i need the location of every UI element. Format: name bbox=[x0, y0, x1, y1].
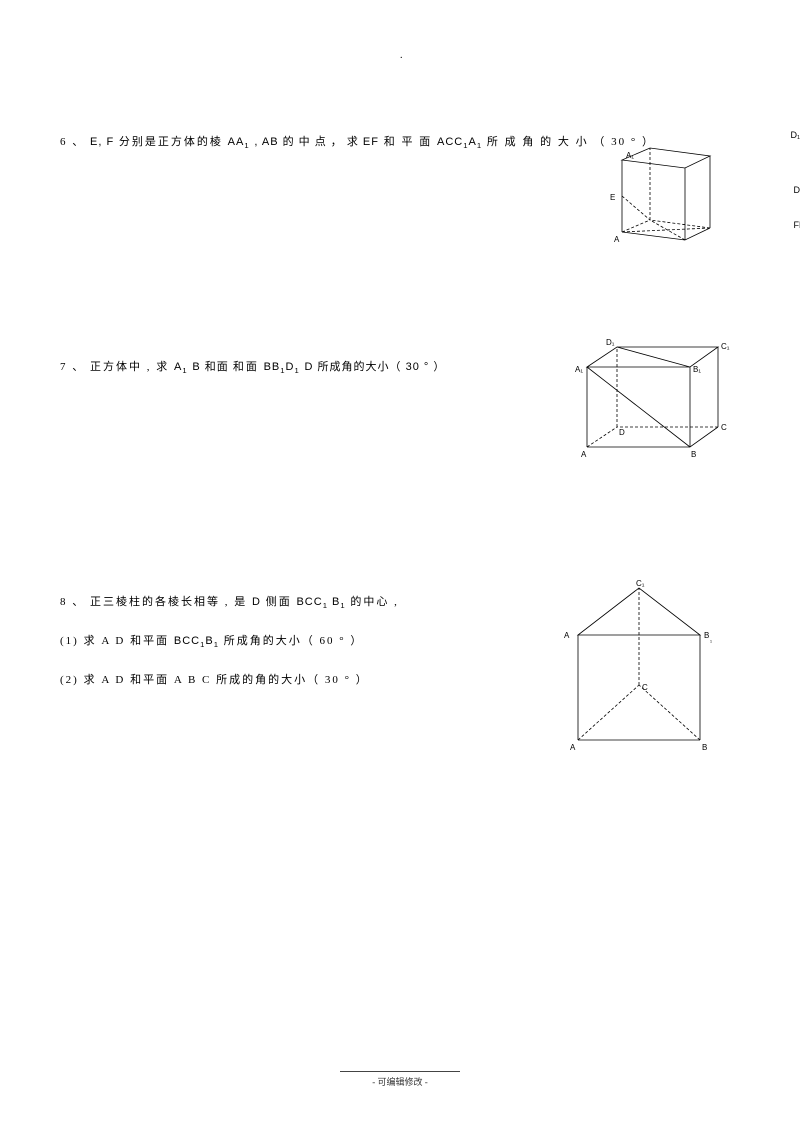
fig7-d1: D₁ bbox=[606, 338, 615, 347]
p7-t4: BB1D1 bbox=[264, 361, 300, 373]
p8-l1a: 8 、 正三棱柱的各棱长相等 , 是 bbox=[60, 596, 252, 608]
fig7-b: B bbox=[691, 450, 696, 459]
p6-t1: E, F bbox=[90, 136, 114, 148]
figure-8: A B C A B ₁ C₁ bbox=[560, 580, 720, 758]
p8-l1d: BCC1 B1 bbox=[296, 596, 345, 608]
p8-l2c: B bbox=[205, 635, 213, 647]
figure-8-svg: A B C A B ₁ C₁ bbox=[560, 580, 720, 755]
fig8-c: C bbox=[642, 683, 648, 692]
p6-sub8: 1 bbox=[477, 141, 482, 150]
p8-l3: (2) 求 A D 和平面 A B C 所成的角的大小（ 30 ° ） bbox=[60, 674, 369, 686]
fig8-c1: C₁ bbox=[636, 580, 645, 588]
problem-8: 8 、 正三棱柱的各棱长相等 , 是 D 侧面 BCC1 B1 的中心 , (1… bbox=[60, 590, 760, 780]
page-dot: . bbox=[400, 50, 403, 61]
float-label-d: D bbox=[794, 185, 800, 195]
float-label-fb: FB bbox=[793, 220, 800, 230]
p8-l1f: 的中心 , bbox=[350, 596, 399, 608]
p6-t2: 分别是正方体的棱 bbox=[119, 136, 228, 148]
p6-t6: 和 平 面 bbox=[384, 136, 437, 148]
fig6-label-e: E bbox=[610, 193, 615, 202]
fig6-label-a1: A₁ bbox=[626, 151, 634, 160]
fig6-label-a: A bbox=[614, 235, 620, 244]
p8-l2d: 所成角的大小（ 60 ° ） bbox=[224, 635, 364, 647]
p8-l2b-t: BCC bbox=[174, 635, 200, 647]
p8-sub2c: 1 bbox=[214, 640, 219, 649]
p7-t3: B 和面 bbox=[192, 361, 232, 373]
p7-sub5: 1 bbox=[295, 366, 300, 375]
p8-sub1e: 1 bbox=[340, 601, 345, 610]
figure-6: A₁ E A bbox=[600, 140, 730, 253]
footer-text: - 可编辑修改 - bbox=[372, 1077, 428, 1087]
p6-t3: AA1 bbox=[228, 136, 250, 148]
fig8-a: A bbox=[570, 743, 576, 752]
p6-num: 6 、 bbox=[60, 136, 85, 148]
p8-l2b: BCC1B1 bbox=[174, 635, 219, 647]
fig7-c: C bbox=[721, 423, 727, 432]
p6-t7: ACC1A1 bbox=[437, 136, 482, 148]
fig7-d: D bbox=[619, 428, 625, 437]
fig8-b1s: ₁ bbox=[710, 638, 712, 644]
p7-t1: 正方体中 , 求 bbox=[90, 361, 174, 373]
p7-t3b: 和面 bbox=[233, 361, 264, 373]
p6-t5: EF bbox=[363, 136, 379, 148]
fig8-a1: A bbox=[564, 631, 570, 640]
figure-7: A B C D A₁ B₁ C₁ D₁ bbox=[575, 335, 730, 463]
fig8-b: B bbox=[702, 743, 707, 752]
p8-l2a: (1) 求 A D 和平面 bbox=[60, 635, 174, 647]
p7-num: 7 、 bbox=[60, 361, 85, 373]
page-footer: - 可编辑修改 - bbox=[0, 1071, 800, 1088]
p7-t2: A1 bbox=[174, 361, 188, 373]
p7-t4a: BB bbox=[264, 361, 281, 373]
figure-6-svg: A₁ E A bbox=[600, 140, 730, 250]
p8-l1e: B bbox=[328, 596, 340, 608]
float-label-d1: D₁ bbox=[790, 130, 800, 140]
figure-7-svg: A B C D A₁ B₁ C₁ D₁ bbox=[575, 335, 730, 460]
p7-t5: D bbox=[286, 361, 295, 373]
p6-t4: , AB 的 中 点 ， 求 bbox=[254, 136, 363, 148]
problem-7: 7 、 正方体中 , 求 A1 B 和面 和面 BB1D1 D 所成角的大小（ … bbox=[60, 355, 760, 495]
p8-l1c: 侧面 bbox=[266, 596, 297, 608]
p8-l1b: D bbox=[252, 596, 261, 608]
fig8-b1: B bbox=[704, 631, 709, 640]
fig7-b1: B₁ bbox=[693, 365, 701, 374]
fig7-a: A bbox=[581, 450, 587, 459]
p6-t7a: ACC bbox=[437, 136, 463, 148]
p7-t6: D 所成角的大小（ 30 ° ） bbox=[305, 361, 446, 373]
p6-t3a: AA bbox=[228, 136, 245, 148]
fig7-a1: A₁ bbox=[575, 365, 583, 374]
problem-6: 6 、 E, F 分别是正方体的棱 AA1 , AB 的 中 点 ， 求 EF … bbox=[60, 130, 760, 260]
p6-sub3: 1 bbox=[244, 141, 249, 150]
p6-t8: A bbox=[469, 136, 477, 148]
p8-l1d-t: BCC bbox=[296, 596, 322, 608]
footer-line bbox=[340, 1071, 460, 1072]
p7-sub2: 1 bbox=[182, 366, 187, 375]
fig7-c1: C₁ bbox=[721, 342, 730, 351]
